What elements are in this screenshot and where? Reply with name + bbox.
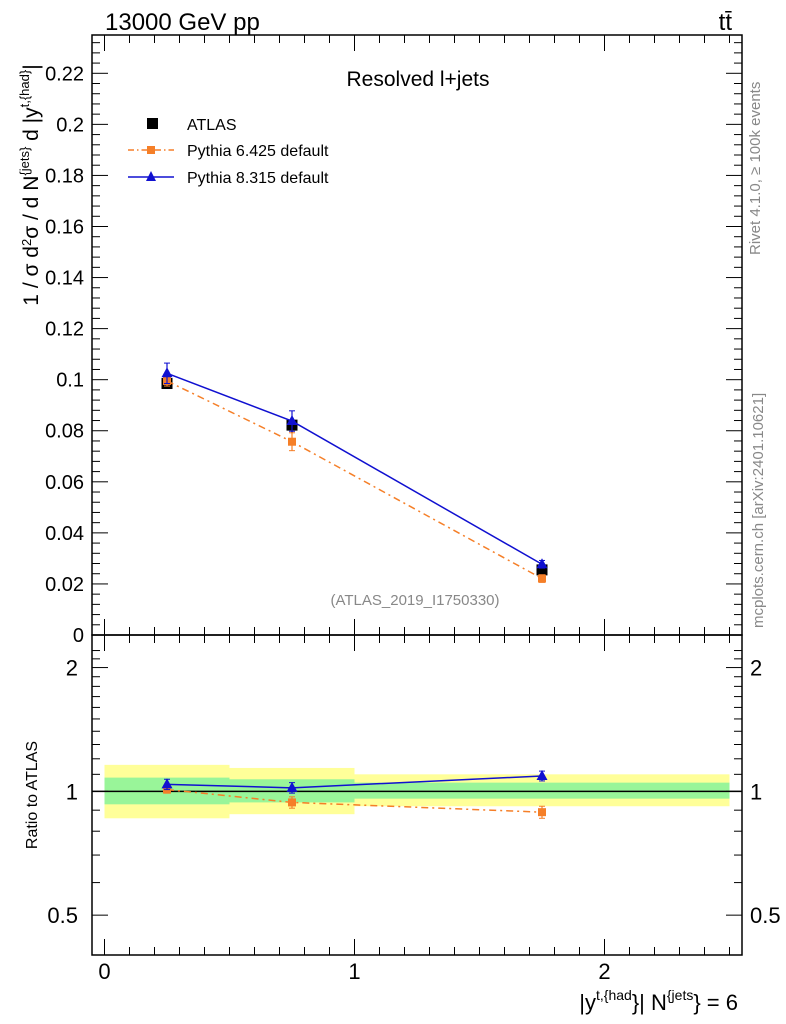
ratio-point-pythia8 bbox=[161, 778, 173, 789]
main-title: Resolved l+jets bbox=[347, 68, 490, 91]
ratio-y-tick-label-right: 0.5 bbox=[750, 903, 781, 928]
rivet-note: Rivet 4.1.0, ≥ 100k events bbox=[747, 82, 764, 255]
ratio-x-tick-label: 0 bbox=[98, 959, 110, 984]
ratio-point-pythia6 bbox=[288, 798, 296, 807]
legend-marker-atlas bbox=[147, 118, 158, 129]
ratio-y-tick-label-right: 1 bbox=[750, 779, 762, 804]
x-axis-label: |yt,{had}| N{jets} = 6 bbox=[579, 987, 738, 1015]
main-y-tick-label: 0.04 bbox=[45, 523, 84, 545]
mcplots-note: mcplots.cern.ch [arXiv:2401.10621] bbox=[750, 393, 767, 628]
ratio-x-tick-label: 1 bbox=[348, 959, 360, 984]
ratio-y-tick-label: 2 bbox=[66, 656, 78, 681]
process-label: tt̄ bbox=[719, 9, 733, 36]
legend-label-atlas: ATLAS bbox=[187, 117, 237, 134]
legend-marker-pythia6 bbox=[147, 146, 155, 154]
ratio-point-pythia6 bbox=[538, 808, 546, 817]
legend-label-pythia6: Pythia 6.425 default bbox=[187, 143, 329, 160]
series-line-pythia6 bbox=[166, 380, 543, 580]
main-y-tick-label: 0.12 bbox=[45, 319, 84, 341]
analysis-watermark: (ATLAS_2019_I1750330) bbox=[330, 592, 499, 609]
main-y-tick-label: 0.1 bbox=[56, 370, 84, 392]
ratio-panel: 0.5 0.5 1 1 2 2 0 1 2 Ratio to ATLAS bbox=[24, 634, 781, 984]
legend-label-pythia8: Pythia 8.315 default bbox=[187, 170, 329, 187]
ratio-y-tick-label: 0.5 bbox=[47, 903, 78, 928]
main-y-tick-label: 0.18 bbox=[45, 165, 84, 187]
data-point-pythia8 bbox=[161, 367, 173, 378]
data-point-atlas bbox=[536, 564, 548, 576]
ratio-y-tick-label: 1 bbox=[66, 779, 78, 804]
data-point-pythia6 bbox=[288, 437, 296, 446]
main-y-tick-label: 0.14 bbox=[45, 268, 84, 290]
main-panel: 0 0.02 0.04 0.06 0.08 0.1 0.12 0.14 0.16 0.18 0.2 0… bbox=[17, 34, 743, 647]
data-point-pythia8 bbox=[286, 415, 298, 426]
legend: ATLAS Pythia 6.425 default Pythia 8.315 … bbox=[128, 117, 329, 187]
data-point-pythia8 bbox=[536, 558, 548, 569]
ratio-x-tick-label: 2 bbox=[598, 959, 610, 984]
main-y-tick-label: 0.02 bbox=[45, 574, 84, 596]
main-y-axis-label: 1 / σ d2σ / d N{jets} d |yt,{had}| bbox=[17, 64, 43, 305]
ratio-point-pythia8 bbox=[536, 769, 548, 780]
ratio-y-tick-label-right: 2 bbox=[750, 656, 762, 681]
energy-label: 13000 GeV pp bbox=[105, 9, 260, 36]
series-line-pythia8 bbox=[166, 372, 543, 565]
main-y-tick-label: 0 bbox=[73, 625, 84, 647]
main-y-tick-label: 0.16 bbox=[45, 216, 84, 238]
ratio-point-pythia8 bbox=[286, 781, 298, 792]
main-y-tick-label: 0.06 bbox=[45, 472, 84, 494]
main-y-tick-label: 0.2 bbox=[56, 114, 84, 136]
ratio-y-axis-label: Ratio to ATLAS bbox=[24, 741, 41, 849]
ratio-frame bbox=[91, 634, 743, 956]
main-y-tick-label: 0.08 bbox=[45, 421, 84, 443]
main-y-tick-label: 0.22 bbox=[45, 63, 84, 85]
legend-marker-pythia8 bbox=[146, 171, 156, 181]
data-point-pythia6 bbox=[538, 574, 546, 583]
